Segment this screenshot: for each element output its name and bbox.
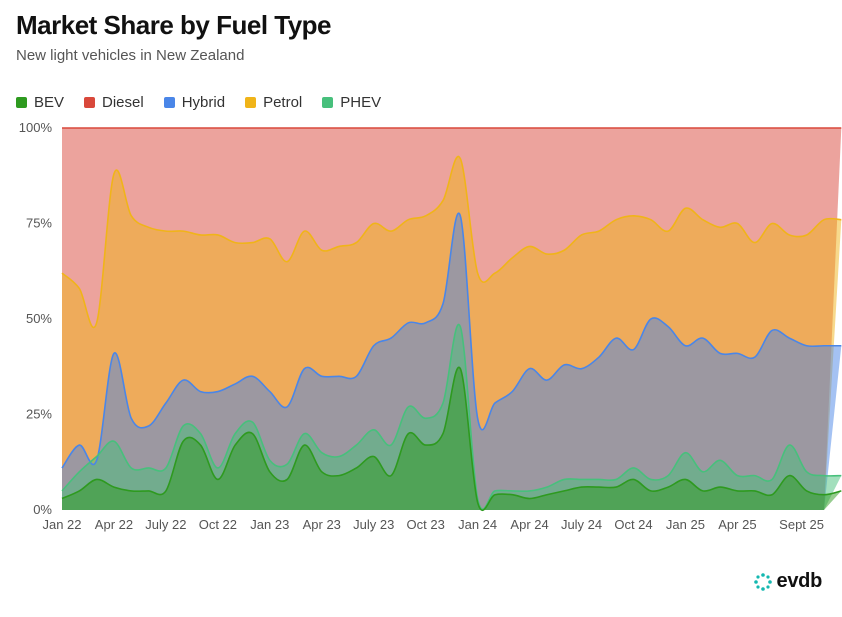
x-tick-label: Sept 25 <box>779 517 824 532</box>
line-petrol <box>61 155 842 328</box>
x-tick-label: Jan 24 <box>458 517 497 532</box>
legend-swatch-petrol <box>245 97 257 108</box>
x-tick-label: Apr 24 <box>510 517 548 532</box>
legend-label-bev: BEV <box>34 94 65 111</box>
x-tick-label: Jan 23 <box>250 517 289 532</box>
legend-item-phev[interactable]: PHEV <box>322 94 381 111</box>
legend-label-petrol: Petrol <box>263 94 303 111</box>
y-tick-label: 0% <box>33 502 52 517</box>
x-tick-label: July 24 <box>561 517 602 532</box>
line-hybrid <box>61 212 842 469</box>
y-tick-label: 25% <box>26 407 52 422</box>
x-tick-label: Oct 22 <box>199 517 237 532</box>
x-tick-label: July 22 <box>145 517 186 532</box>
x-tick-label: Jan 25 <box>666 517 705 532</box>
x-tick-label: Apr 22 <box>95 517 133 532</box>
legend-swatch-bev <box>16 97 27 108</box>
legend-label-diesel: Diesel <box>102 94 144 111</box>
legend: BEV Diesel Hybrid Petrol PHEV <box>16 94 381 111</box>
y-tick-label: 100% <box>19 120 53 135</box>
legend-swatch-phev <box>322 97 334 108</box>
brand-logo: evdb <box>753 570 822 593</box>
line-phev <box>61 323 842 510</box>
legend-label-phev: PHEV <box>340 94 382 111</box>
x-tick-label: Apr 23 <box>303 517 341 532</box>
legend-item-bev[interactable]: BEV <box>16 94 64 111</box>
chart-title: Market Share by Fuel Type <box>16 10 332 40</box>
x-tick-label: Oct 24 <box>614 517 652 532</box>
brand-name: evdb <box>776 570 823 592</box>
legend-swatch-diesel <box>84 97 96 108</box>
x-tick-label: Apr 25 <box>718 517 756 532</box>
x-tick-label: July 23 <box>353 517 394 532</box>
y-tick-label: 50% <box>26 311 52 326</box>
legend-swatch-hybrid <box>163 97 175 108</box>
x-tick-label: Oct 23 <box>407 517 445 532</box>
area-bev <box>62 367 842 511</box>
legend-item-diesel[interactable]: Diesel <box>84 94 144 111</box>
y-tick-label: 75% <box>26 216 52 231</box>
legend-item-hybrid[interactable]: Hybrid <box>163 94 226 111</box>
evdb-logo-icon <box>753 572 772 591</box>
legend-item-petrol[interactable]: Petrol <box>245 94 302 111</box>
x-tick-label: Jan 22 <box>42 517 81 532</box>
legend-label-hybrid: Hybrid <box>181 94 226 111</box>
line-bev <box>61 366 842 512</box>
chart-subtitle: New light vehicles in New Zealand <box>16 47 245 64</box>
stacked-area-chart: 0% 25% 50% 75% 100% Jan 22 Apr 22 July 22 Oct 22… <box>19 120 842 532</box>
